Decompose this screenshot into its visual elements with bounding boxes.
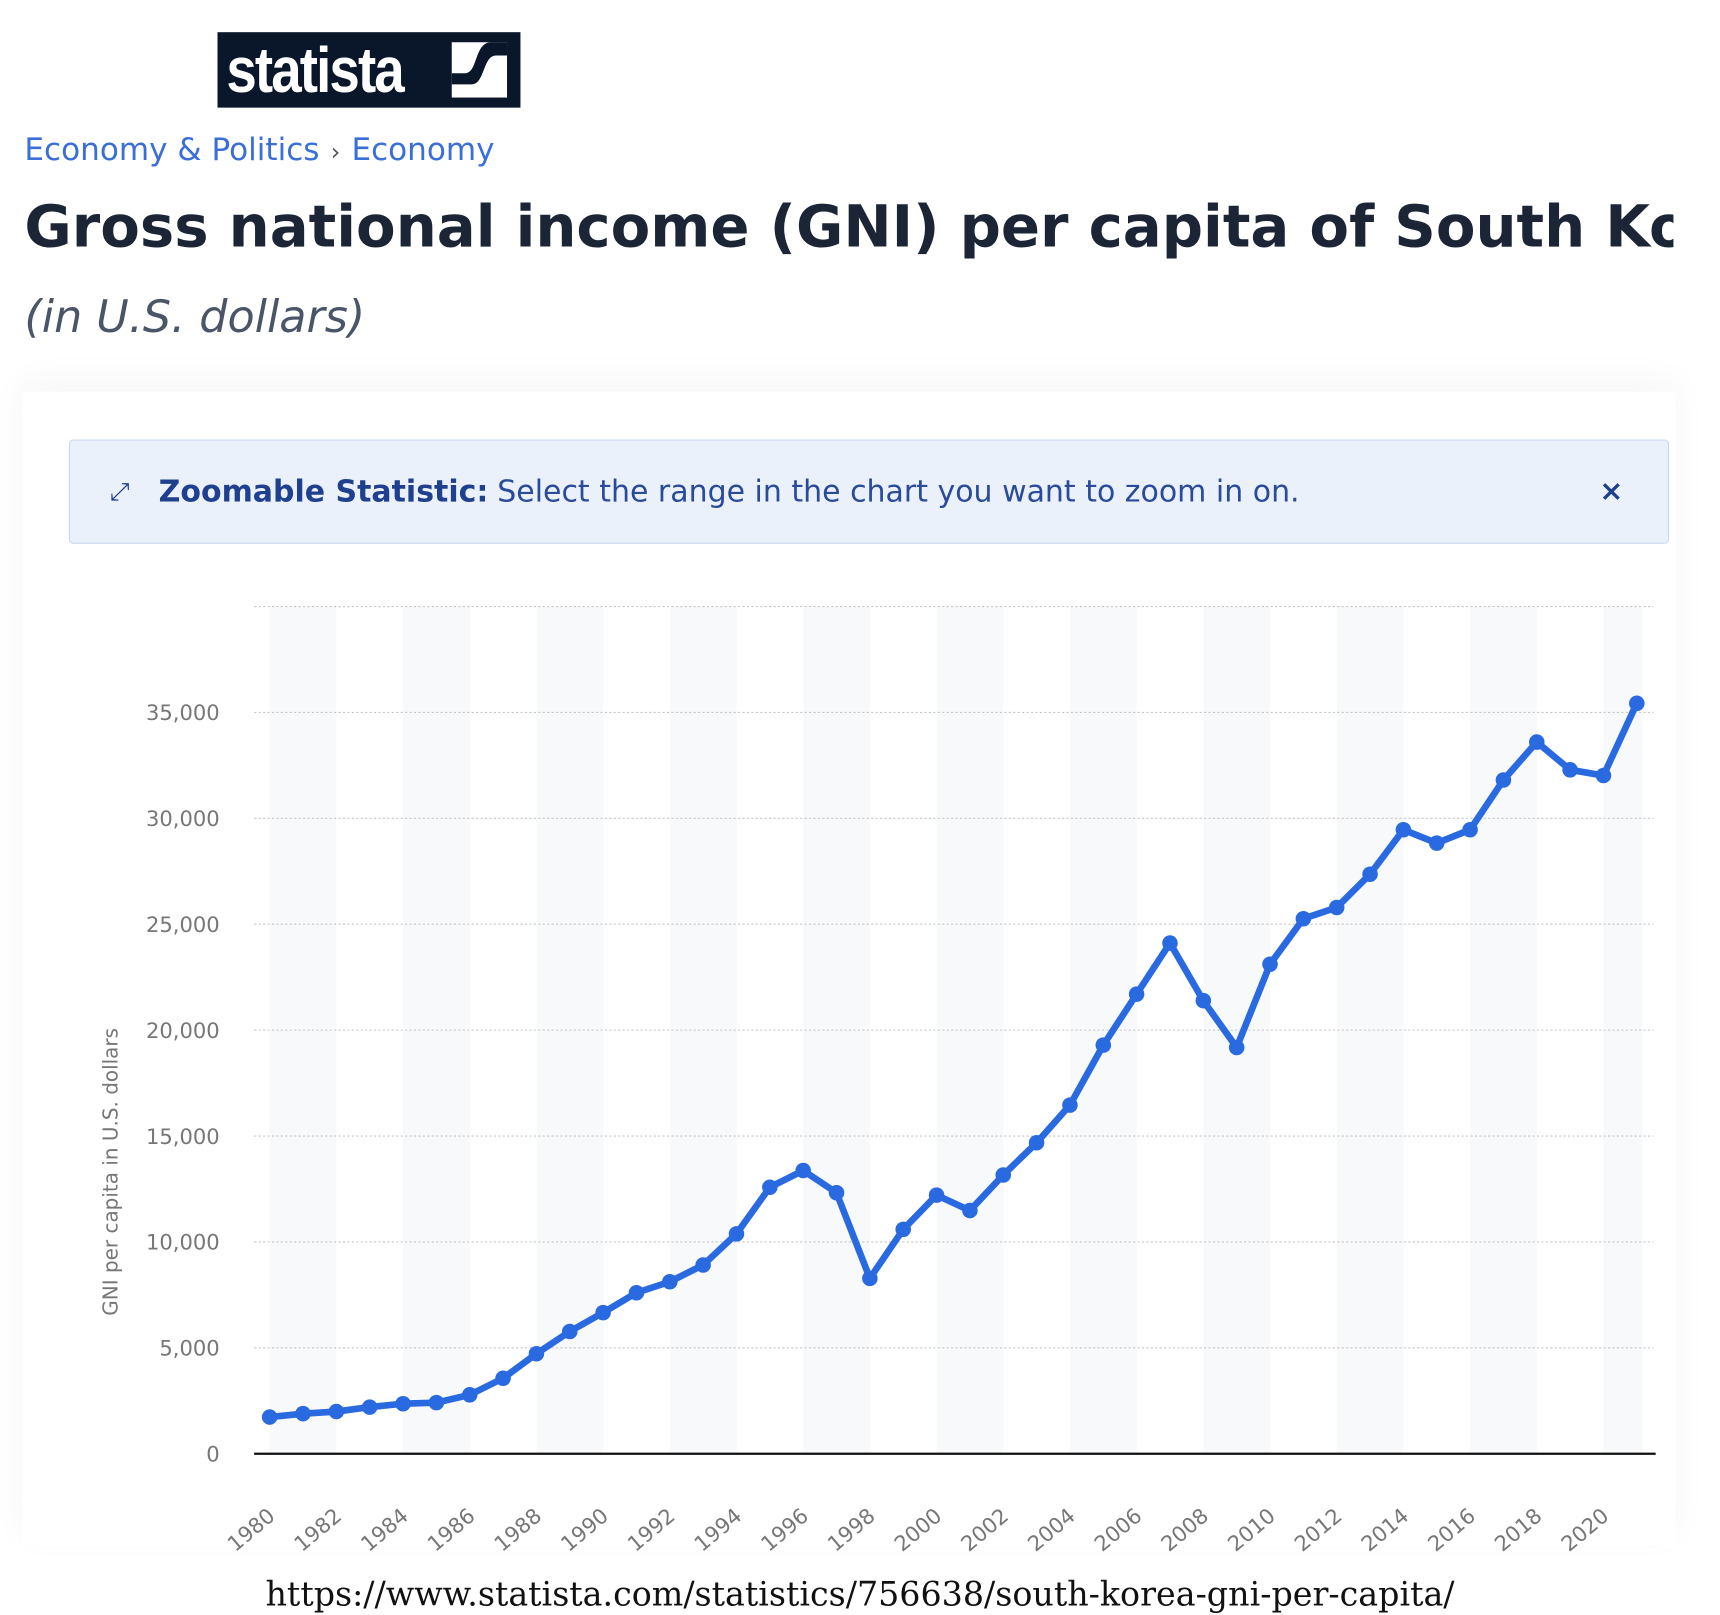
data-point[interactable] (295, 1405, 311, 1422)
x-tick-label: 2012 (1289, 1503, 1346, 1557)
data-point[interactable] (962, 1202, 978, 1219)
x-tick-label: 1998 (823, 1503, 880, 1557)
data-point[interactable] (862, 1270, 878, 1287)
x-tick-label: 1984 (356, 1503, 413, 1557)
x-tick-label: 2000 (889, 1503, 946, 1557)
x-tick-label: 2014 (1356, 1503, 1413, 1557)
data-point[interactable] (1629, 695, 1645, 712)
y-tick-label: 30,000 (146, 806, 220, 831)
x-tick-label: 2002 (956, 1503, 1013, 1557)
x-tick-label: 2020 (1556, 1503, 1613, 1557)
x-tick-label: 2006 (1089, 1503, 1146, 1557)
data-point[interactable] (1462, 821, 1478, 838)
logo-wordmark: statista (226, 33, 404, 106)
x-tick-label: 1980 (222, 1503, 279, 1557)
x-tick-label: 1994 (689, 1503, 746, 1557)
data-point[interactable] (1262, 956, 1278, 973)
data-point[interactable] (1428, 835, 1445, 851)
data-point[interactable] (1162, 935, 1178, 951)
y-tick-label: 25,000 (146, 912, 220, 937)
x-tick-label: 2016 (1423, 1503, 1480, 1557)
data-point[interactable] (261, 1409, 278, 1425)
breadcrumb: Economy & Politics › Economy (24, 131, 494, 168)
data-point[interactable] (528, 1345, 545, 1362)
expand-icon: ⤢ (109, 477, 130, 506)
x-tick-label: 2018 (1489, 1503, 1546, 1557)
line-chart[interactable]: 0 5,000 10,000 15,000 20,000 25,000 30,000 35,0… (0, 577, 1720, 1565)
x-tick-label: 1990 (556, 1503, 613, 1557)
data-point[interactable] (1529, 734, 1545, 750)
data-point[interactable] (1562, 762, 1578, 778)
data-point[interactable] (561, 1323, 578, 1340)
x-tick-label: 1982 (289, 1503, 346, 1557)
data-point[interactable] (662, 1273, 678, 1290)
data-point[interactable] (1495, 772, 1512, 788)
data-point[interactable] (1595, 767, 1612, 784)
data-point[interactable] (495, 1370, 511, 1387)
data-point[interactable] (795, 1162, 811, 1179)
breadcrumb-economy[interactable]: Economy (351, 130, 495, 168)
x-tick-label: 1988 (489, 1503, 546, 1557)
y-tick-label: 5,000 (159, 1336, 219, 1361)
data-point[interactable] (928, 1187, 945, 1203)
data-point[interactable] (328, 1403, 345, 1420)
close-icon[interactable]: × (1599, 474, 1624, 509)
data-point[interactable] (828, 1185, 845, 1201)
zoomable-banner: ⤢ Zoomable Statistic: Select the range i… (68, 439, 1669, 544)
breadcrumb-economy-politics[interactable]: Economy & Politics (24, 130, 320, 168)
y-tick-label: 15,000 (146, 1124, 220, 1149)
data-point[interactable] (461, 1387, 478, 1403)
x-tick-label: 1996 (756, 1503, 813, 1557)
data-point[interactable] (1228, 1039, 1245, 1056)
data-point[interactable] (628, 1284, 645, 1301)
data-point[interactable] (595, 1304, 611, 1321)
x-tick-label: 2004 (1023, 1503, 1080, 1557)
data-point[interactable] (1095, 1037, 1112, 1053)
data-point[interactable] (361, 1399, 378, 1415)
x-tick-label: 2008 (1156, 1503, 1213, 1557)
x-tick-label: 1986 (422, 1503, 479, 1557)
data-point[interactable] (1362, 866, 1378, 883)
breadcrumb-separator: › (330, 138, 341, 167)
data-point[interactable] (395, 1395, 411, 1412)
x-tick-label: 2010 (1223, 1503, 1280, 1557)
page-subtitle: (in U.S. dollars) (24, 291, 366, 343)
data-point[interactable] (728, 1226, 745, 1242)
y-tick-label: 10,000 (146, 1230, 220, 1255)
data-point[interactable] (1195, 992, 1212, 1009)
data-point[interactable] (1328, 899, 1345, 916)
statista-logo[interactable]: statista (217, 32, 521, 108)
y-tick-label: 20,000 (146, 1018, 220, 1043)
data-point[interactable] (1128, 986, 1145, 1002)
y-tick-label: 0 (206, 1441, 219, 1466)
data-point[interactable] (1295, 910, 1312, 927)
data-point[interactable] (762, 1179, 778, 1196)
data-point[interactable] (1062, 1097, 1078, 1113)
banner-label: Zoomable Statistic: (158, 474, 489, 509)
y-tick-label: 35,000 (146, 700, 220, 725)
data-point[interactable] (1028, 1135, 1045, 1151)
data-point[interactable] (1395, 821, 1412, 838)
y-axis-title: GNI per capita in U.S. dollars (99, 1028, 123, 1316)
data-point[interactable] (695, 1257, 711, 1273)
statista-logo-icon (451, 42, 508, 98)
source-url: https://www.statista.com/statistics/7566… (265, 1575, 1455, 1615)
data-point[interactable] (428, 1394, 445, 1411)
banner-message: Select the range in the chart you want t… (497, 474, 1300, 509)
data-point[interactable] (995, 1167, 1012, 1183)
page-title: Gross national income (GNI) per capita o… (24, 194, 1673, 261)
data-point[interactable] (895, 1221, 911, 1238)
x-tick-label: 1992 (622, 1503, 679, 1557)
